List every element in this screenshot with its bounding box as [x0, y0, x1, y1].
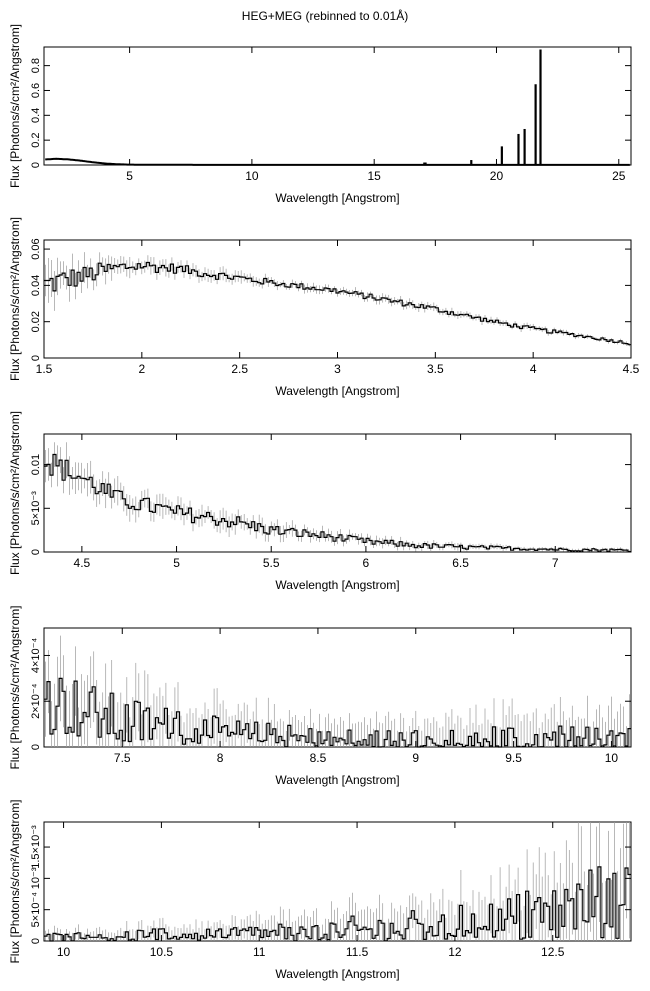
chart-panel-5: 10 10.5 11 11.5 12 12.5 0 5×10⁻⁴ 10⁻³1.5×10⁻³ Wav…: [8, 799, 632, 981]
x-tick-label: 25: [612, 169, 626, 183]
data-series: [44, 635, 631, 748]
x-axis-label: Wavelength [Angstrom]: [275, 384, 399, 398]
y-axis-label: Flux [Photons/s/cm²/Angstrom]: [8, 605, 22, 769]
y-tick-label: 0.4: [30, 108, 42, 123]
x-tick-label: 2: [138, 362, 145, 376]
y-tick-label: 1.5×10⁻³: [30, 825, 42, 869]
x-tick-label: 3.5: [427, 362, 444, 376]
x-tick-label: 4: [530, 362, 537, 376]
y-tick-label: 5×10⁻⁴: [30, 892, 42, 928]
y-axis-label: Flux [Photons/s/cm²/Angstrom]: [8, 411, 22, 575]
continuum-line: [45, 157, 630, 166]
x-tick-label: 9.5: [505, 751, 522, 765]
x-tick-label: 4.5: [623, 362, 640, 376]
x-tick-label: 11.5: [346, 945, 369, 959]
y-tick-label: 0.8: [30, 58, 42, 73]
x-tick-label: 12: [448, 945, 462, 959]
x-tick-label: 1.5: [36, 362, 53, 376]
chart-panel-3: 4.5 5 5.5 6 6.5 7 0 5×10⁻³ 0.01 Wavelength [Angst…: [8, 411, 632, 592]
x-tick-label: 6: [363, 556, 370, 570]
x-tick-label: 10: [245, 169, 259, 183]
x-tick-label: 12.5: [541, 945, 565, 959]
y-tick-label: 0: [30, 162, 42, 168]
y-tick-label: 0: [30, 744, 42, 750]
chart-panel-1: 5 10 15 20 25 0 0.2 0.4 0.6 0.8 Wavelength [Angstr…: [8, 24, 632, 205]
x-tick-label: 8.5: [310, 751, 327, 765]
x-tick-label: 10: [605, 751, 619, 765]
x-tick-label: 2.5: [231, 362, 248, 376]
x-tick-label: 8: [217, 751, 224, 765]
x-tick-label: 6.5: [452, 556, 469, 570]
y-tick-label: 2×10⁻⁴: [30, 683, 42, 719]
data-series: [44, 822, 631, 942]
flux-histogram: [44, 866, 631, 942]
y-tick-label: 0: [30, 549, 42, 555]
y-tick-label: 0.06: [30, 238, 42, 259]
y-tick-label: 5×10⁻³: [30, 491, 42, 526]
x-axis-label: Wavelength [Angstrom]: [275, 773, 399, 787]
plot-frame: [43, 239, 632, 359]
x-tick-label: 11: [253, 945, 266, 959]
chart-panel-2: 1.5 2 2.5 3 3.5 4 4.5 0 0.02 0.04 0.06 Wavelength […: [8, 217, 640, 398]
flux-histogram: [44, 677, 631, 748]
figure-title: HEG+MEG (rebinned to 0.01Å): [241, 9, 409, 23]
x-tick-label: 5: [173, 556, 180, 570]
y-tick-label: 0.6: [30, 83, 42, 98]
y-tick-label: 0.02: [30, 311, 42, 332]
flux-histogram: [44, 261, 631, 346]
y-tick-label: 0: [30, 355, 42, 361]
x-tick-label: 7: [552, 556, 559, 570]
x-tick-label: 4.5: [74, 556, 91, 570]
flux-histogram: [44, 453, 631, 553]
data-series: [44, 442, 631, 553]
y-axis-label: Flux [Photons/s/cm²/Angstrom]: [8, 799, 22, 963]
x-tick-label: 3: [334, 362, 341, 376]
y-axis-label: Flux [Photons/s/cm²/Angstrom]: [8, 217, 22, 381]
data-series: [44, 252, 631, 347]
x-tick-label: 10: [57, 945, 71, 959]
chart-panel-4: 7.5 8 8.5 9 9.5 10 0 2×10⁻⁴ 4×10⁻⁴ Wavelength [An…: [8, 605, 632, 787]
y-tick-label: 0.04: [30, 275, 42, 296]
y-tick-label: 4×10⁻⁴: [30, 638, 42, 674]
x-axis-label: Wavelength [Angstrom]: [275, 967, 399, 981]
y-tick-label: 0.2: [30, 133, 42, 148]
x-axis-label: Wavelength [Angstrom]: [275, 191, 399, 205]
y-tick-label: 0.01: [30, 454, 42, 475]
x-tick-label: 5.5: [263, 556, 280, 570]
y-axis-label: Flux [Photons/s/cm²/Angstrom]: [8, 24, 22, 188]
x-tick-label: 9: [412, 751, 419, 765]
plot-frame: [43, 46, 632, 166]
x-tick-label: 15: [368, 169, 382, 183]
data-series: [45, 49, 630, 166]
plot-frame: [43, 433, 632, 553]
y-tick-label: 0: [30, 938, 42, 944]
x-tick-label: 20: [490, 169, 504, 183]
x-tick-label: 7.5: [114, 751, 131, 765]
x-tick-label: 10.5: [150, 945, 174, 959]
x-axis-label: Wavelength [Angstrom]: [275, 578, 399, 592]
x-tick-label: 5: [126, 169, 133, 183]
y-tick-label: 10⁻³: [30, 867, 42, 889]
